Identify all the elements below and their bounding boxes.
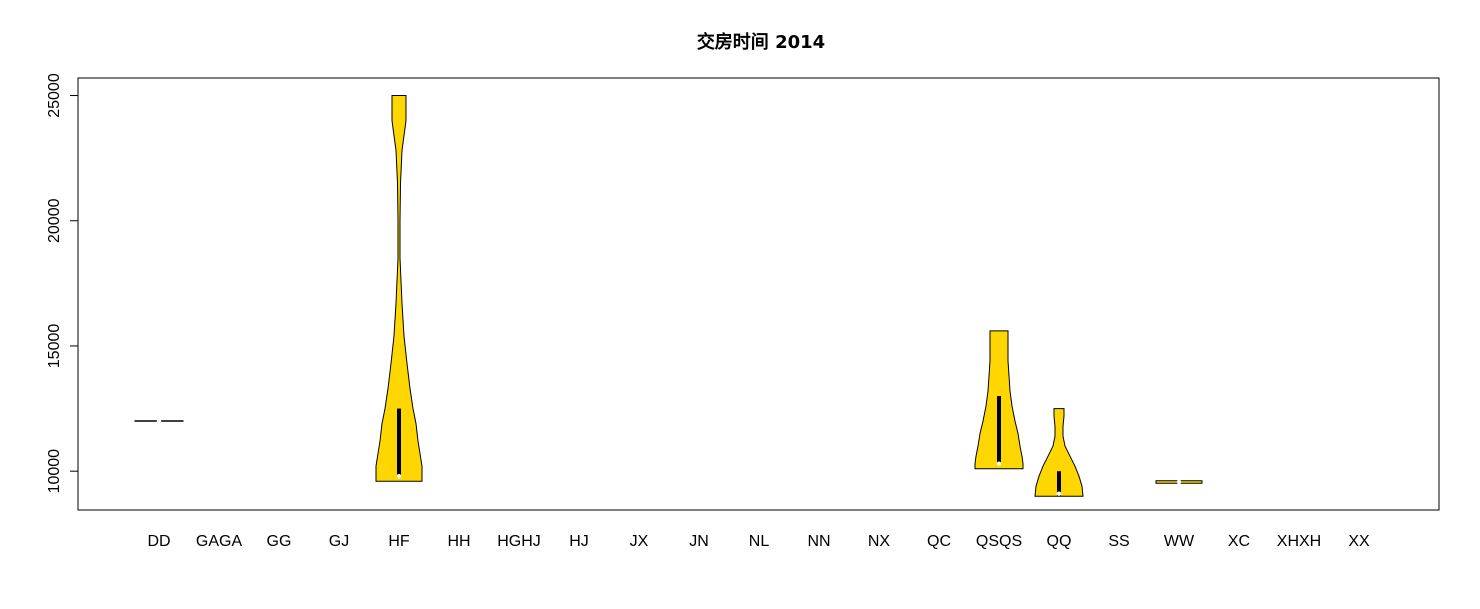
median-point bbox=[396, 473, 402, 479]
violin-dd bbox=[134, 418, 184, 424]
x-tick-label: HF bbox=[388, 533, 410, 550]
x-tick-label: JN bbox=[689, 533, 709, 550]
x-tick-label: QSQS bbox=[976, 533, 1022, 550]
x-tick-label: NX bbox=[868, 533, 891, 550]
x-tick-label: WW bbox=[1164, 533, 1195, 550]
x-tick-label: HJ bbox=[569, 533, 589, 550]
y-tick-label: 15000 bbox=[46, 324, 63, 369]
y-tick-label: 10000 bbox=[46, 449, 63, 494]
x-tick-label: NN bbox=[807, 533, 830, 550]
iqr-box bbox=[1057, 471, 1061, 497]
x-tick-label: HGHJ bbox=[497, 533, 541, 550]
median-point bbox=[1176, 479, 1182, 485]
x-tick-label: NL bbox=[749, 533, 770, 550]
x-axis: DD GAGA GG GJ HF HH HGHJ HJ JX JN NL NN NX QC QSQS QQ SS… bbox=[147, 533, 1370, 550]
x-tick-label: QQ bbox=[1047, 533, 1072, 550]
violin-shape bbox=[1034, 408, 1084, 497]
violin-ww bbox=[1155, 479, 1203, 485]
violins bbox=[134, 95, 1203, 497]
x-tick-label: XC bbox=[1228, 533, 1250, 550]
x-tick-label: GAGA bbox=[196, 533, 243, 550]
x-tick-label: XHXH bbox=[1277, 533, 1321, 550]
x-tick-label: GG bbox=[267, 533, 292, 550]
violin-qsqs bbox=[974, 330, 1024, 470]
y-tick-label: 20000 bbox=[46, 198, 63, 243]
iqr-box bbox=[397, 408, 401, 478]
violin-qq bbox=[1034, 408, 1084, 497]
chart-title: 交房时间 2014 bbox=[697, 31, 825, 53]
median-point bbox=[1056, 491, 1062, 496]
median-point bbox=[156, 418, 162, 424]
median-point bbox=[996, 461, 1002, 466]
x-tick-label: HH bbox=[447, 533, 470, 550]
violin-shape bbox=[375, 95, 423, 482]
x-tick-label: QC bbox=[927, 533, 951, 550]
y-tick-label: 25000 bbox=[46, 73, 63, 118]
x-tick-label: SS bbox=[1108, 533, 1129, 550]
violin-hf bbox=[375, 95, 423, 482]
plot-frame bbox=[77, 77, 1440, 511]
x-tick-label: JX bbox=[630, 533, 649, 550]
iqr-box bbox=[997, 396, 1001, 465]
y-axis: 10000 15000 20000 25000 bbox=[46, 73, 79, 494]
x-tick-label: GJ bbox=[329, 533, 349, 550]
x-tick-label: DD bbox=[147, 533, 170, 550]
x-tick-label: XX bbox=[1348, 533, 1370, 550]
